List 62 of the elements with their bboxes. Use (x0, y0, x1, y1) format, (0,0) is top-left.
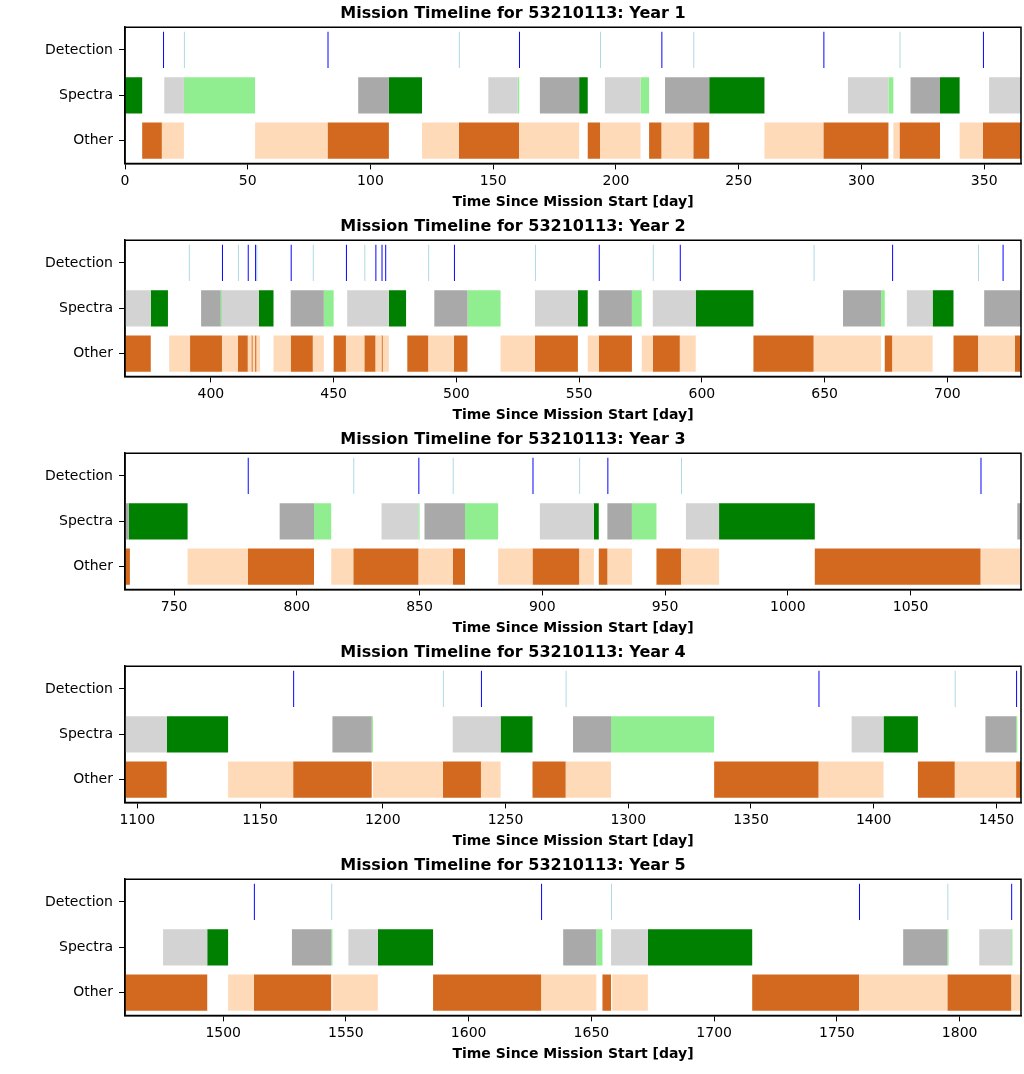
x-tick-label: 100 (357, 172, 384, 189)
y-tick-label: Detection (44, 466, 113, 483)
x-tick-label: 1550 (328, 1024, 364, 1041)
x-tick-label: 1050 (892, 598, 929, 615)
x-tick-label: 350 (970, 172, 998, 189)
x-tick-label: 1100 (119, 811, 156, 828)
x-tick-label: 50 (238, 172, 257, 189)
x-tick-label: 250 (725, 172, 753, 189)
x-axis-title: Time Since Mission Start [day] (452, 1045, 694, 1062)
y-tick-label: Spectra (59, 298, 113, 315)
x-tick-label: 850 (406, 598, 433, 615)
x-axis-title: Time Since Mission Start [day] (452, 832, 694, 849)
y-tick-label: Detection (44, 40, 113, 57)
x-tick-label: 1700 (696, 1024, 732, 1041)
x-tick-label: 1200 (364, 811, 401, 828)
x-tick-label: 700 (933, 385, 961, 402)
x-tick-label: 650 (811, 385, 838, 402)
x-tick-label: 1500 (205, 1024, 242, 1041)
y-tick-label: Other (73, 770, 114, 787)
x-tick-label: 600 (688, 385, 716, 402)
y-tick-label: Detection (44, 679, 113, 696)
x-axis-title: Time Since Mission Start [day] (452, 619, 694, 636)
x-tick-label: 0 (120, 172, 130, 189)
chart-title: Mission Timeline for 53210113: Year 4 (340, 641, 686, 661)
x-axis-title: Time Since Mission Start [day] (452, 193, 694, 210)
x-tick-label: 1750 (819, 1024, 855, 1041)
chart-title: Mission Timeline for 53210113: Year 1 (340, 2, 686, 22)
y-tick-label: Spectra (59, 724, 113, 741)
x-tick-label: 150 (479, 172, 507, 189)
x-tick-label: 400 (197, 385, 225, 402)
x-tick-label: 1400 (855, 811, 892, 828)
x-tick-label: 200 (602, 172, 630, 189)
x-tick-label: 800 (283, 598, 311, 615)
y-tick-label: Spectra (59, 937, 113, 954)
chart-title: Mission Timeline for 53210113: Year 3 (340, 428, 686, 448)
x-tick-label: 300 (848, 172, 875, 189)
x-tick-label: 1150 (242, 811, 278, 828)
x-tick-label: 1450 (978, 811, 1015, 828)
x-tick-label: 450 (320, 385, 348, 402)
y-tick-label: Other (73, 557, 114, 574)
x-tick-label: 1350 (733, 811, 769, 828)
x-tick-label: 950 (651, 598, 679, 615)
y-tick-label: Other (73, 983, 114, 1000)
x-tick-label: 1300 (610, 811, 647, 828)
x-tick-label: 500 (443, 385, 470, 402)
y-tick-label: Detection (44, 253, 113, 270)
chart-title: Mission Timeline for 53210113: Year 5 (340, 854, 686, 874)
x-axis-title: Time Since Mission Start [day] (452, 406, 694, 423)
x-tick-label: 1650 (573, 1024, 610, 1041)
x-tick-label: 900 (528, 598, 556, 615)
x-tick-label: 550 (565, 385, 593, 402)
y-tick-label: Spectra (59, 511, 113, 528)
x-tick-label: 750 (160, 598, 188, 615)
x-tick-label: 1600 (450, 1024, 487, 1041)
y-tick-label: Other (73, 344, 114, 361)
y-tick-label: Spectra (59, 85, 113, 102)
y-tick-label: Other (73, 131, 114, 148)
chart-title: Mission Timeline for 53210113: Year 2 (340, 215, 686, 235)
x-tick-label: 1250 (487, 811, 524, 828)
x-tick-label: 1000 (769, 598, 806, 615)
y-tick-label: Detection (44, 892, 113, 909)
x-tick-label: 1800 (941, 1024, 978, 1041)
